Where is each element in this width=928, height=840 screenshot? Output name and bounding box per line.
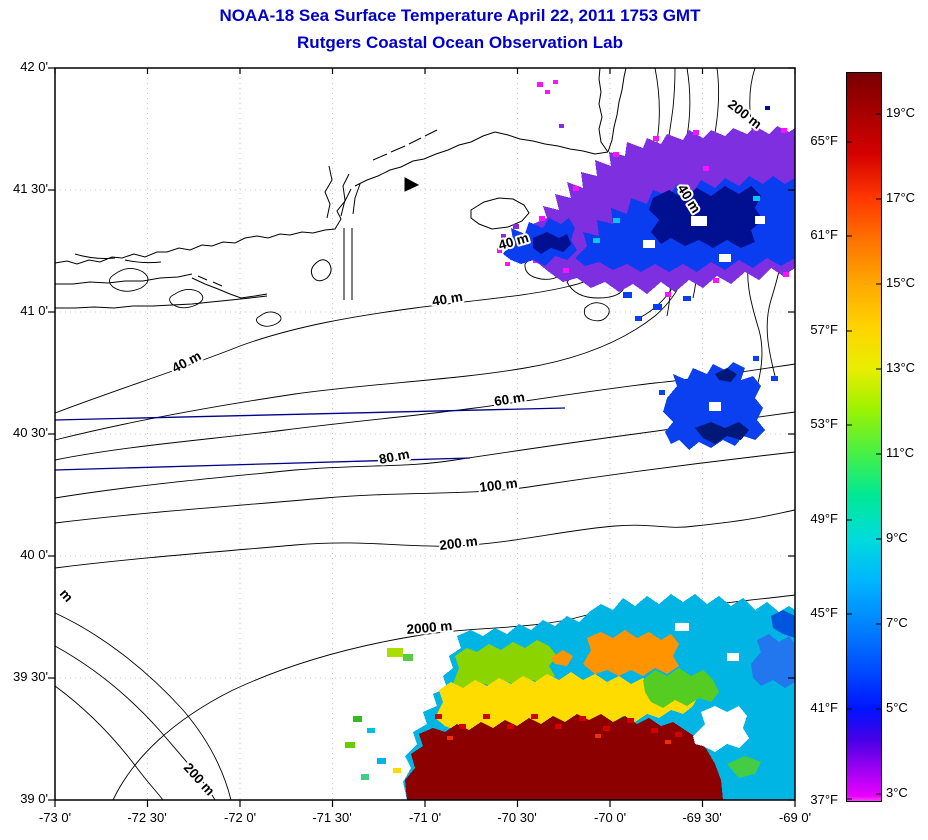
colorbar-c-label: 13°C	[886, 360, 916, 375]
contour-label-100m: 100 m	[479, 475, 519, 495]
contour-label-200m-bottomleft: 200 m	[181, 760, 218, 798]
colorbar-f-label: 65°F	[810, 133, 838, 148]
colorbar-f-label: 37°F	[810, 792, 838, 807]
colorbar-c-label: 17°C	[886, 190, 916, 205]
y-tick-label: 40 30'	[12, 425, 48, 440]
sst-patch-northeast	[523, 126, 795, 321]
colorbar-c-label: 19°C	[886, 105, 916, 120]
colorbar-c-label: 3°C	[886, 785, 908, 800]
contour-label-m-left: m	[57, 586, 76, 605]
colorbar	[846, 72, 882, 802]
colorbar-f-label: 41°F	[810, 700, 838, 715]
contour-label-200m: 200 m	[439, 533, 479, 553]
colorbar-c-label: 9°C	[886, 530, 908, 545]
colorbar-f-label: 57°F	[810, 322, 838, 337]
contour-label-80m: 80 m	[378, 446, 411, 467]
colorbar-c-label: 5°C	[886, 700, 908, 715]
colorbar-f-label: 49°F	[810, 511, 838, 526]
y-tick-label: 42 0'	[20, 59, 48, 74]
map-border	[54, 67, 796, 801]
transect-lines	[54, 407, 566, 471]
sst-patch-shoals-west	[497, 218, 577, 266]
colorbar-ticks	[847, 113, 881, 800]
contour-label-2000m: 2000 m	[406, 618, 453, 637]
contour-label-40m-mid: 40 m	[431, 289, 464, 309]
colorbar-c-label: 11°C	[886, 445, 915, 460]
colorbar-c-label: 15°C	[886, 275, 916, 290]
figure-subtitle: Rutgers Coastal Ocean Observation Lab	[297, 33, 623, 52]
sst-patches	[345, 80, 795, 800]
contour-label-40m-left: 40 m	[169, 348, 203, 376]
colorbar-f-label: 61°F	[810, 227, 838, 242]
y-tick-label: 41 30'	[12, 181, 48, 196]
colorbar-f-label: 45°F	[810, 605, 838, 620]
x-tick-label: -73 0'	[38, 810, 72, 825]
colorbar-f-label: 53°F	[810, 416, 838, 431]
colorbar-c-label: 7°C	[886, 615, 908, 630]
x-tick-label: -70 0'	[593, 810, 627, 825]
contour-label-200m-topright: 200 m	[725, 97, 764, 132]
y-tick-label: 39 30'	[12, 669, 48, 684]
y-tick-label: 41 0'	[20, 303, 48, 318]
x-tick-label: -72 0'	[223, 810, 257, 825]
y-tick-label: 40 0'	[20, 547, 48, 562]
figure-title: NOAA-18 Sea Surface Temperature April 22…	[219, 6, 701, 25]
sst-speckles-top	[537, 80, 770, 128]
x-tick-label: -69 0'	[778, 810, 812, 825]
x-tick-label: -70 30'	[497, 810, 537, 825]
sst-patch-east-central	[659, 356, 778, 450]
coastline	[54, 67, 627, 309]
sst-patch-south-warm	[345, 594, 795, 800]
x-tick-label: -71 0'	[408, 810, 442, 825]
sst-map: 200 m 40 m 40 m 40 m 40 m 60 m 80 m 100 …	[48, 67, 796, 807]
y-tick-label: 39 0'	[20, 791, 48, 806]
contour-label-60m: 60 m	[493, 389, 526, 409]
x-tick-label: -72 30'	[127, 810, 167, 825]
x-tick-label: -71 30'	[312, 810, 352, 825]
x-tick-label: -69 30'	[682, 810, 722, 825]
